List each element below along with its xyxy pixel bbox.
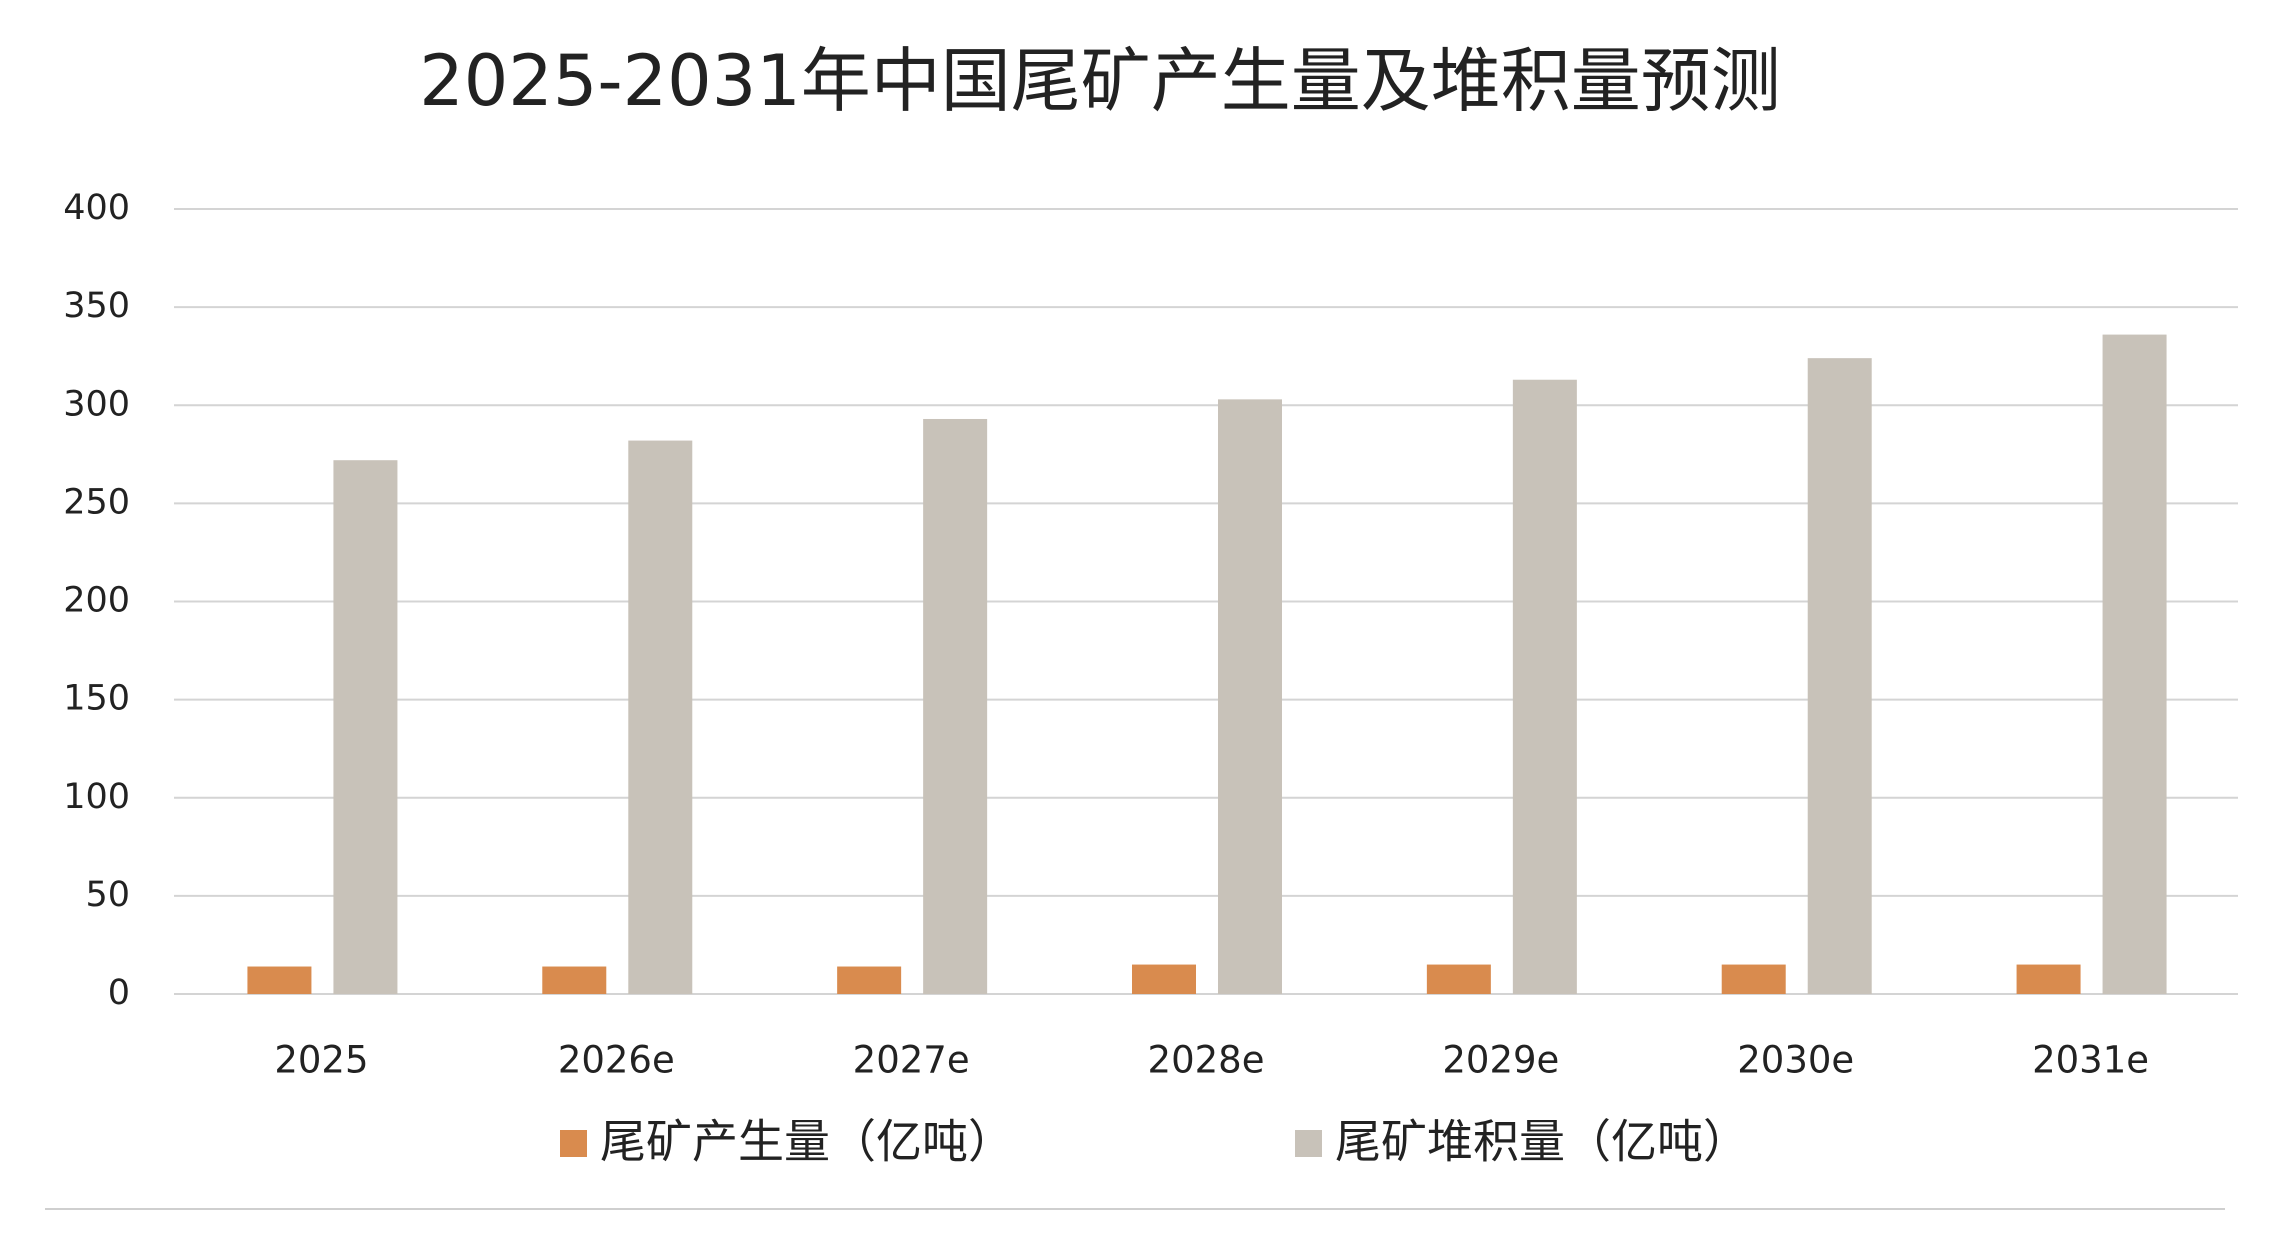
bar <box>923 418 988 994</box>
y-tick-label: 200 <box>63 581 130 621</box>
x-tick-label: 2030e <box>1737 1039 1854 1082</box>
bar <box>1132 964 1196 994</box>
bar <box>333 460 398 994</box>
y-tick-label: 350 <box>63 286 130 326</box>
legend-label: 尾矿产生量（亿吨） <box>600 1115 1014 1169</box>
x-tick-label: 2031e <box>2032 1039 2149 1082</box>
y-tick-label: 300 <box>63 384 130 424</box>
x-tick-label: 2028e <box>1148 1039 1265 1082</box>
bar <box>1218 399 1282 994</box>
x-tick-label: 2027e <box>853 1039 970 1082</box>
legend-label: 尾矿堆积量（亿吨） <box>1335 1115 1749 1169</box>
x-tick-label: 2029e <box>1442 1039 1559 1082</box>
bar <box>628 440 693 994</box>
y-tick-label: 400 <box>63 188 130 228</box>
bar <box>247 966 312 994</box>
chart-title: 2025-2031年中国尾矿产生量及堆积量预测 <box>419 40 1781 122</box>
bar <box>2102 334 2167 995</box>
y-tick-label: 150 <box>63 679 130 719</box>
y-tick-label: 250 <box>63 482 130 522</box>
y-tick-label: 50 <box>85 875 130 915</box>
bar <box>1512 379 1577 994</box>
bar <box>1721 964 1786 994</box>
bar <box>542 966 607 994</box>
bar <box>1426 964 1491 994</box>
legend-swatch <box>560 1130 587 1157</box>
y-tick-label: 0 <box>108 973 130 1013</box>
bar <box>1807 358 1872 994</box>
bar <box>2016 964 2081 994</box>
legend-swatch <box>1295 1130 1322 1157</box>
x-tick-label: 2025 <box>274 1039 368 1082</box>
bar <box>837 966 902 994</box>
x-tick-label: 2026e <box>558 1039 675 1082</box>
y-tick-label: 100 <box>63 777 130 817</box>
